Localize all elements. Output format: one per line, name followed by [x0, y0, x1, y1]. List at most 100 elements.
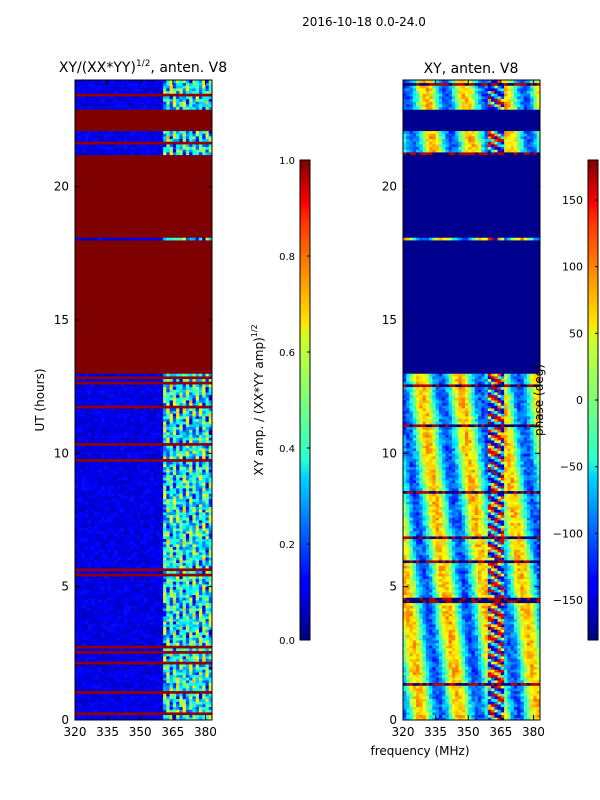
- heatmap-cell: [163, 482, 167, 486]
- heatmap-cell: [84, 690, 89, 694]
- heatmap-cell: [136, 690, 141, 694]
- heatmap-cell: [78, 480, 83, 484]
- heatmap-cell: [75, 514, 79, 518]
- heatmap-cell: [150, 509, 154, 513]
- heatmap-cell: [156, 482, 161, 486]
- heatmap-cell: [94, 421, 99, 425]
- heatmap-cell: [195, 482, 200, 486]
- heatmap-cell: [205, 466, 210, 470]
- heatmap-cell: [130, 653, 135, 657]
- heatmap-cell: [153, 717, 158, 720]
- heatmap-cell: [153, 701, 158, 705]
- heatmap-cell: [120, 608, 125, 612]
- heatmap-cell: [114, 648, 118, 652]
- heatmap-cell: [120, 405, 125, 409]
- heatmap-cell: [179, 616, 184, 620]
- heatmap-cell: [136, 549, 141, 553]
- heatmap-cell: [172, 501, 177, 505]
- heatmap-cell: [169, 528, 174, 532]
- heatmap-cell: [156, 602, 161, 606]
- heatmap-cell: [78, 485, 83, 489]
- heatmap-cell: [172, 690, 177, 694]
- heatmap-cell: [127, 474, 131, 478]
- heatmap-cell: [84, 650, 89, 654]
- heatmap-cell: [182, 461, 187, 465]
- heatmap-cell: [107, 445, 112, 449]
- heatmap-cell: [179, 541, 184, 545]
- heatmap-cell: [198, 688, 203, 692]
- heatmap-cell: [75, 709, 79, 713]
- heatmap-cell: [198, 696, 203, 700]
- heatmap-cell: [169, 514, 174, 518]
- heatmap-cell: [130, 461, 135, 465]
- heatmap-cell: [195, 584, 200, 588]
- heatmap-cell: [176, 557, 180, 561]
- heatmap-cell: [94, 578, 99, 582]
- heatmap-cell: [123, 448, 128, 452]
- heatmap-cell: [163, 557, 167, 561]
- heatmap-cell: [153, 426, 158, 430]
- heatmap-cell: [117, 605, 122, 609]
- heatmap-cell: [136, 418, 141, 422]
- heatmap-cell: [120, 698, 125, 702]
- heatmap-cell: [127, 448, 131, 452]
- heatmap-cell: [166, 650, 171, 654]
- heatmap-cell: [159, 557, 164, 561]
- heatmap-cell: [205, 538, 210, 542]
- heatmap-cell: [208, 512, 212, 516]
- heatmap-cell: [127, 469, 131, 473]
- heatmap-cell: [176, 469, 180, 473]
- heatmap-cell: [150, 474, 154, 478]
- heatmap-cell: [195, 576, 200, 580]
- heatmap-cell: [166, 437, 171, 441]
- heatmap-cell: [182, 688, 187, 692]
- heatmap-cell: [143, 544, 148, 548]
- heatmap-cell: [198, 709, 203, 713]
- heatmap-cell: [117, 520, 122, 524]
- heatmap-cell: [91, 408, 96, 412]
- heatmap-cell: [120, 448, 125, 452]
- heatmap-cell: [78, 650, 83, 654]
- heatmap-cell: [146, 653, 151, 657]
- heatmap-cell: [75, 570, 79, 574]
- heatmap-cell: [169, 520, 174, 524]
- heatmap-cell: [163, 472, 167, 476]
- heatmap-cell: [198, 496, 203, 500]
- heatmap-cell: [91, 554, 96, 558]
- heatmap-cell: [169, 682, 174, 686]
- heatmap-cell: [143, 506, 148, 510]
- heatmap-cell: [189, 581, 193, 585]
- heatmap-cell: [182, 424, 187, 428]
- heatmap-cell: [189, 589, 193, 593]
- heatmap-cell: [91, 672, 96, 676]
- heatmap-cell: [172, 650, 177, 654]
- heatmap-cell: [91, 485, 96, 489]
- heatmap-cell: [84, 517, 89, 521]
- heatmap-cell: [172, 669, 177, 673]
- heatmap-cell: [205, 520, 210, 524]
- heatmap-cell: [88, 661, 92, 665]
- heatmap-cell: [117, 405, 122, 409]
- heatmap-cell: [153, 573, 158, 577]
- heatmap-cell: [130, 504, 135, 508]
- heatmap-cell: [179, 560, 184, 564]
- heatmap-cell: [123, 677, 128, 681]
- heatmap-cell: [91, 474, 96, 478]
- heatmap-cell: [198, 685, 203, 689]
- heatmap-cell: [140, 493, 144, 497]
- heatmap-cell: [166, 541, 171, 545]
- heatmap-cell: [189, 517, 193, 521]
- heatmap-cell: [127, 600, 131, 604]
- heatmap-cell: [84, 512, 89, 516]
- heatmap-cell: [150, 626, 154, 630]
- heatmap-cell: [150, 648, 154, 652]
- heatmap-cell: [185, 592, 190, 596]
- heatmap-cell: [159, 640, 164, 644]
- heatmap-cell: [153, 480, 158, 484]
- heatmap-cell: [169, 706, 174, 710]
- heatmap-cell: [91, 618, 96, 622]
- heatmap-cell: [153, 410, 158, 414]
- heatmap-cell: [205, 448, 210, 452]
- heatmap-cell: [185, 461, 190, 465]
- heatmap-cell: [192, 442, 197, 446]
